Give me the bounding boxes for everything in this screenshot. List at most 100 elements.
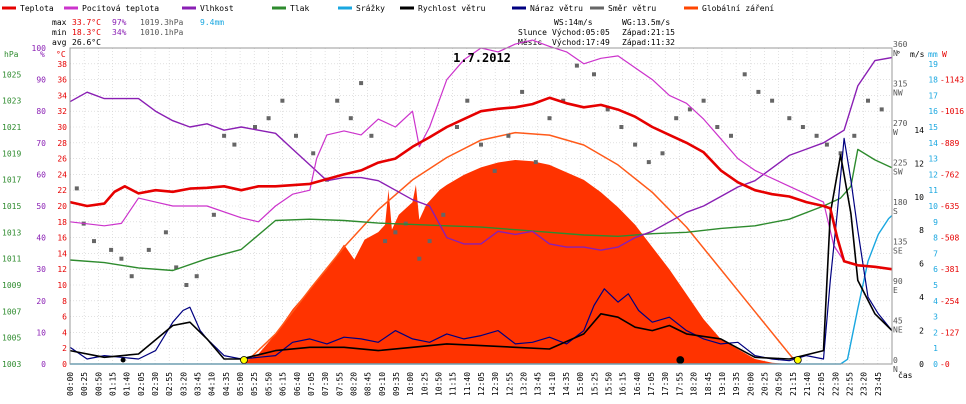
- tick-temp: 8: [62, 297, 67, 306]
- tick-time: 08:45: [364, 372, 373, 396]
- tick-temp: 32: [57, 107, 67, 116]
- tick-hpa: 1011: [2, 255, 21, 264]
- series-dir-point: [660, 151, 665, 156]
- stat-min-3: 1010.1hPa: [140, 28, 184, 37]
- stat-max-4: 9.4mm: [200, 18, 224, 27]
- axis-unit-time: čas: [898, 370, 913, 380]
- plot-frame: [69, 47, 893, 365]
- moonrise-marker: [676, 356, 685, 364]
- axis-unit-w: W: [942, 50, 947, 59]
- tick-dir-deg: 315: [893, 80, 908, 89]
- tick-hpa: 1007: [2, 307, 21, 316]
- tick-ms: 4: [919, 293, 924, 302]
- legend: Teplota Pocitová teplota Vlhkost Tlak Srážky…: [2, 4, 774, 13]
- stat-max-3: 1019.3hPa: [140, 18, 184, 27]
- tick-temp: 28: [57, 139, 67, 148]
- tick-mm: 3: [933, 313, 938, 322]
- tick-temp: 4: [62, 328, 67, 337]
- stat-max-0: max: [52, 18, 67, 27]
- series-dir-point: [729, 133, 733, 138]
- legend-label: Tlak: [290, 4, 309, 13]
- tick-dir-name: N: [893, 365, 898, 374]
- tick-dir-name: SW: [893, 168, 903, 177]
- series-dir-point: [129, 274, 134, 279]
- series-dir-point: [232, 142, 237, 147]
- tick-mm: 13: [928, 155, 938, 164]
- tick-ms: 10: [914, 193, 924, 202]
- series: 1.7.2012: [69, 39, 893, 365]
- tick-time: 21:40: [803, 372, 812, 396]
- series-dir-point: [756, 89, 761, 94]
- tick-time: 15:25: [590, 372, 599, 396]
- tick-w: -1143: [940, 76, 964, 85]
- tick-ms: 6: [919, 260, 924, 269]
- tick-time: 15:00: [576, 372, 585, 396]
- series-dir-point: [814, 133, 819, 138]
- tick-time: 12:30: [491, 372, 500, 396]
- series-dir-point: [441, 212, 446, 217]
- series-dir-point: [633, 142, 638, 147]
- tick-temp: 22: [57, 186, 67, 195]
- tick-hpa: 1015: [2, 202, 21, 211]
- tick-w: -381: [940, 265, 959, 274]
- tick-mm: 17: [928, 91, 938, 100]
- tick-hum: 100: [32, 44, 47, 53]
- series-dir-point: [294, 133, 298, 138]
- moon-label: Měsíc: [518, 38, 542, 47]
- legend-label: Teplota: [20, 4, 54, 13]
- series-dir-point: [163, 230, 168, 235]
- tick-dir-name: NE: [893, 326, 903, 335]
- tick-hpa: 1019: [2, 149, 21, 158]
- tick-time: 05:00: [236, 372, 245, 396]
- series-dir-point: [574, 63, 579, 68]
- tick-hpa: 1013: [2, 228, 21, 237]
- series-dir-point: [605, 107, 610, 112]
- series-dir-point: [824, 142, 829, 147]
- series-dir-point: [465, 98, 470, 103]
- tick-hum: 80: [36, 107, 46, 116]
- tick-time: 00:50: [94, 372, 103, 396]
- tick-time: 18:20: [690, 372, 699, 396]
- tick-mm: 14: [928, 139, 938, 148]
- series-dir-point: [787, 116, 792, 121]
- series-dir-point: [561, 98, 566, 103]
- stat-min-0: min: [52, 28, 67, 37]
- series-dir-point: [533, 160, 538, 165]
- tick-time: 02:05: [137, 372, 146, 396]
- series-dir-point: [280, 98, 285, 103]
- tick-time: 15:50: [605, 372, 614, 396]
- series-dir-point: [359, 81, 364, 86]
- tick-time: 19:35: [732, 372, 741, 396]
- tick-time: 19:10: [718, 372, 727, 396]
- tick-temp: 34: [57, 91, 67, 100]
- axis-unit-mm: mm: [928, 50, 938, 59]
- series-dir-point: [369, 133, 374, 138]
- tick-hpa: 1009: [2, 281, 21, 290]
- tick-time: 17:05: [647, 372, 656, 396]
- tick-temp: 24: [57, 170, 67, 179]
- tick-time: 12:05: [477, 372, 486, 396]
- tick-time: 01:40: [123, 372, 132, 396]
- tick-time: 10:00: [406, 372, 415, 396]
- series-temperature-line: [69, 96, 893, 271]
- tick-mm: 10: [928, 202, 938, 211]
- stat-min-1: 18.3°C: [72, 28, 101, 37]
- series-dir-point: [687, 107, 692, 112]
- axis-unit-dir: °: [896, 50, 901, 59]
- tick-hum: 30: [36, 265, 46, 274]
- stat-max-1: 33.7°C: [72, 18, 101, 27]
- tick-temp: 20: [57, 202, 67, 211]
- series-dir-point: [253, 125, 257, 129]
- series-dir-point: [92, 239, 96, 244]
- tick-mm: 4: [933, 297, 938, 306]
- series-humidity-line: [69, 56, 893, 251]
- tick-time: 06:15: [279, 372, 288, 396]
- tick-temp: 30: [57, 123, 67, 132]
- tick-time: 13:45: [534, 372, 543, 396]
- legend-label: Směr větru: [608, 4, 656, 13]
- tick-mm: 16: [928, 107, 938, 116]
- tick-temp: 10: [57, 281, 67, 290]
- tick-time: 13:20: [520, 372, 529, 396]
- tick-ms: 0: [919, 360, 924, 369]
